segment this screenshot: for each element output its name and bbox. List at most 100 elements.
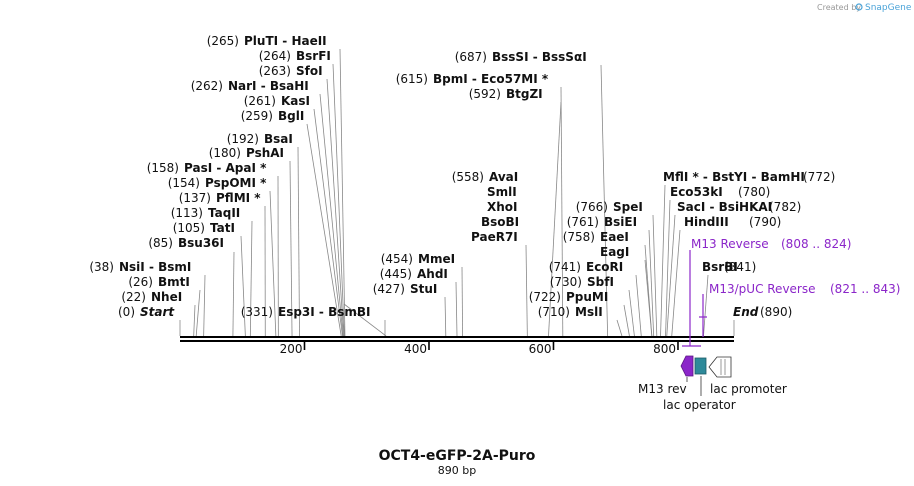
site-sfoi[interactable]: SfoI (263)	[259, 64, 323, 78]
site-mmei[interactable]: MmeI (454)	[381, 252, 455, 266]
m13-puc-reverse-primer-range: (821 .. 843)	[830, 282, 900, 296]
site-name-ppumi: PpuMI	[566, 290, 608, 304]
site-name-bpmi: BpmI - Eco57MI *	[433, 72, 549, 86]
site-taqii[interactable]: TaqII (113)	[171, 206, 241, 220]
site-name-sfoi: SfoI	[296, 64, 323, 78]
site-mfli[interactable]: MflI * - BstYI - BamHI(772)	[663, 170, 835, 184]
site-nari[interactable]: NarI - BsaHI (262)	[191, 79, 309, 93]
site-pos-pshai: (180)	[209, 146, 241, 160]
site-pos-nsii: (38)	[89, 260, 114, 274]
site-ecori[interactable]: EcoRI (741)	[549, 260, 624, 274]
site-nhei[interactable]: NheI (22)	[121, 290, 182, 304]
site-stui[interactable]: StuI (427)	[373, 282, 438, 296]
site-pos-avai: (558)	[452, 170, 484, 184]
site-nsii[interactable]: NsiI - BsmI (38)	[89, 260, 191, 274]
site-pos-ahdi: (445)	[380, 267, 412, 281]
site-name-psphomi: PspOMI *	[205, 176, 267, 190]
site-bsrfi[interactable]: BsrFI (264)	[259, 49, 331, 63]
site-bsu36i[interactable]: Bsu36I (85)	[148, 236, 224, 250]
site-pos-hindiii: (790)	[749, 215, 781, 229]
plasmid-title: OCT4-eGFP-2A-Puro	[379, 448, 536, 464]
site-bsrbi[interactable]: BsrBI(841)	[702, 260, 756, 274]
site-esp3i[interactable]: Esp3I - BsmBI (331)	[241, 305, 371, 319]
site-eco53ki[interactable]: Eco53kI (780)	[670, 185, 770, 199]
site-saci[interactable]: SacI - BsiHKAI(782)	[677, 200, 801, 214]
site-ppumi[interactable]: PpuMI (722)	[529, 290, 609, 304]
site-pos-ecori: (741)	[549, 260, 581, 274]
axis-tick-label: 400	[404, 342, 427, 356]
site-pos-nari: (262)	[191, 79, 223, 93]
site-pluti[interactable]: PluTI - HaeII (265)	[207, 34, 327, 48]
site-bsobi[interactable]: BsoBI	[481, 215, 519, 229]
leader-line-mmei	[461, 266, 464, 337]
site-name-sbfi: SbfI	[587, 275, 614, 289]
site-name-bsssi: BssSI - BssSαI	[492, 50, 587, 64]
site-end[interactable]: End (890)	[733, 305, 792, 319]
site-name-eco53ki: Eco53kI	[670, 185, 723, 199]
site-tati[interactable]: TatI (105)	[173, 221, 235, 235]
site-pos-taqii: (113)	[171, 206, 203, 220]
site-name-bgli: BglI	[278, 109, 304, 123]
site-pos-bsrbi: (841)	[724, 260, 756, 274]
site-smli[interactable]: SmlI	[487, 185, 517, 199]
site-bsssi[interactable]: BssSI - BssSαI (687)	[455, 50, 587, 64]
snapgene-logo-icon	[855, 3, 863, 11]
primer-m13-puc-reverse[interactable]: M13/pUC Reverse (821 .. 843)	[699, 282, 900, 337]
site-name-mfli: MflI * - BstYI - BamHI	[663, 170, 805, 184]
site-spei[interactable]: SpeI (766)	[576, 200, 643, 214]
site-bmti[interactable]: BmtI (26)	[128, 275, 190, 289]
site-sbfi[interactable]: SbfI (730)	[550, 275, 614, 289]
feature-label-lac-operator: lac operator	[663, 398, 736, 412]
site-pasi[interactable]: PasI - ApaI * (158)	[147, 161, 267, 175]
leader-line-esp3i	[343, 303, 387, 337]
leader-line-bsrbi	[703, 274, 709, 337]
leader-line-nari	[319, 93, 344, 337]
site-name-bsiei: BsiEI	[604, 215, 637, 229]
site-pos-kasi: (261)	[244, 94, 276, 108]
site-ahdi[interactable]: AhdI (445)	[380, 267, 448, 281]
site-pshai[interactable]: PshAI (180)	[209, 146, 284, 160]
primer-m13-reverse[interactable]: M13 Reverse (808 .. 824)	[682, 237, 851, 347]
site-name-bsu36i: Bsu36I	[178, 236, 224, 250]
feature-lac-promoter[interactable]	[708, 356, 732, 378]
feature-lac-operator[interactable]	[694, 357, 707, 375]
site-kasi[interactable]: KasI (261)	[244, 94, 310, 108]
leader-line-nhei	[193, 304, 196, 337]
site-pos-bgli: (259)	[241, 109, 273, 123]
feature-label-lac-promoter: lac promoter	[710, 382, 787, 396]
site-btgzi[interactable]: BtgZI (592)	[469, 87, 543, 101]
site-bsai[interactable]: BsaI (192)	[227, 132, 293, 146]
site-pos-ppumi: (722)	[529, 290, 561, 304]
site-avai[interactable]: AvaI (558)	[452, 170, 519, 184]
site-eaei[interactable]: EaeI (758)	[563, 230, 629, 244]
site-pos-msli: (710)	[538, 305, 570, 319]
leader-line-spei	[652, 214, 658, 337]
site-bsiei[interactable]: BsiEI (761)	[567, 215, 637, 229]
site-paer7i[interactable]: PaeR7I	[471, 230, 518, 244]
leader-line-saci	[666, 214, 676, 337]
site-start[interactable]: Start (0)	[118, 305, 175, 319]
site-name-pasi: PasI - ApaI *	[184, 161, 267, 175]
axis-ticks: 200 400 600 800	[280, 341, 679, 356]
site-name-taqii: TaqII	[208, 206, 240, 220]
site-eagi[interactable]: EagI	[600, 245, 629, 259]
site-pflmi[interactable]: PflMI * (137)	[179, 191, 262, 205]
leader-line-stui	[444, 296, 447, 337]
feature-m13-rev[interactable]	[680, 355, 694, 377]
site-bgli[interactable]: BglI (259)	[241, 109, 305, 123]
site-name-smli: SmlI	[487, 185, 517, 199]
site-name-btgzi: BtgZI	[506, 87, 543, 101]
site-msli[interactable]: MslI (710)	[538, 305, 603, 319]
site-psphomi[interactable]: PspOMI * (154)	[168, 176, 267, 190]
plasmid-length: 890 bp	[438, 464, 476, 477]
site-name-hindiii: HindIII	[684, 215, 729, 229]
site-xhoi[interactable]: XhoI	[487, 200, 518, 214]
site-name-nhei: NheI	[151, 290, 182, 304]
leader-line-ppumi	[623, 304, 630, 337]
leader-line-bsu36i	[232, 251, 235, 337]
site-hindiii[interactable]: HindIII (790)	[684, 215, 781, 229]
site-bpmi[interactable]: BpmI - Eco57MI * (615)	[396, 72, 549, 86]
snapgene-brand: SnapGene	[865, 3, 912, 13]
leader-line-ecori	[635, 274, 642, 337]
site-pos-end: (890)	[760, 305, 792, 319]
